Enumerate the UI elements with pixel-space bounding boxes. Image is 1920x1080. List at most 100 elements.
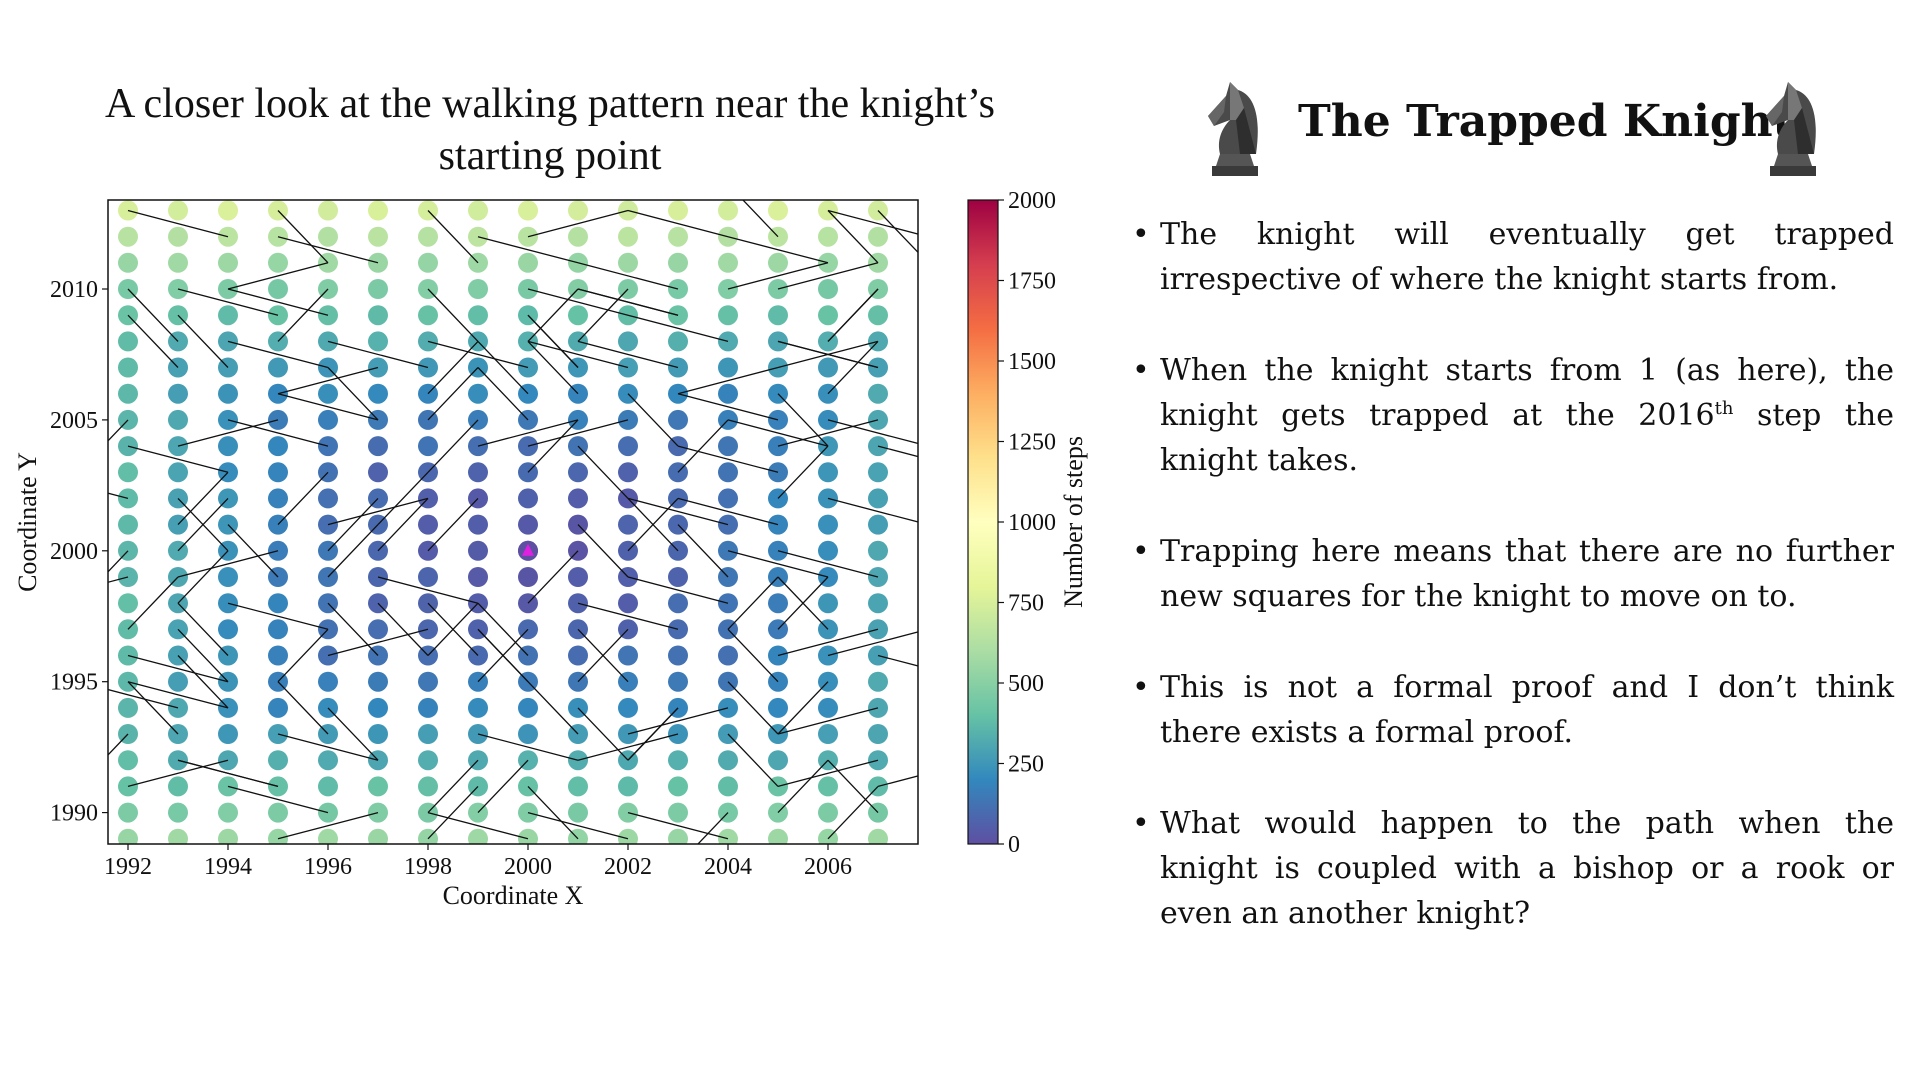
knight-path-segment bbox=[727, 681, 779, 735]
scatter-point bbox=[518, 200, 538, 221]
knight-path-segment bbox=[127, 445, 229, 473]
scatter-point bbox=[118, 828, 138, 844]
knight-path-segment bbox=[627, 314, 729, 343]
knight-path-segment bbox=[127, 209, 229, 238]
scatter-point bbox=[418, 828, 438, 844]
bullet-item: When the knight starts from 1 (as here),… bbox=[1132, 348, 1894, 483]
knight-path-segment bbox=[177, 419, 279, 447]
scatter-point bbox=[718, 750, 738, 771]
knight-path-segment bbox=[677, 445, 779, 473]
knight-path-segment bbox=[577, 733, 679, 761]
colorbar-tick-label: 2000 bbox=[1008, 188, 1056, 214]
knight-path-segment bbox=[177, 288, 279, 316]
chess-knight-icon bbox=[1758, 68, 1828, 180]
scatter-point bbox=[468, 383, 488, 404]
scatter-point bbox=[568, 226, 588, 247]
knight-path-segment bbox=[277, 628, 329, 683]
path-lines-layer bbox=[108, 200, 918, 844]
scatter-point bbox=[718, 828, 738, 844]
scatter-point bbox=[168, 200, 188, 221]
knight-path-segment bbox=[227, 419, 329, 447]
scatter-point bbox=[118, 357, 138, 378]
scatter-point bbox=[418, 724, 438, 744]
knight-path-segment bbox=[527, 209, 629, 238]
knight-path-segment bbox=[677, 497, 779, 526]
scatter-point bbox=[868, 226, 888, 247]
knight-path-segment bbox=[277, 210, 329, 264]
scatter-point bbox=[168, 226, 188, 247]
knight-path-segment bbox=[527, 419, 629, 447]
slide-title: The Trapped Knight bbox=[1298, 96, 1793, 147]
knight-path-segment bbox=[777, 262, 879, 290]
knight-path-segment bbox=[327, 367, 379, 421]
scatter-point bbox=[618, 252, 638, 273]
points-layer bbox=[118, 200, 888, 844]
knight-path-segment bbox=[677, 419, 729, 473]
knight-path-segment bbox=[227, 262, 329, 290]
scatter-point bbox=[118, 462, 138, 483]
knight-path-segment bbox=[877, 775, 918, 788]
knight-path-segment bbox=[877, 210, 918, 254]
knight-path-segment bbox=[627, 497, 679, 552]
scatter-point bbox=[668, 567, 688, 587]
knight-path-segment bbox=[827, 340, 879, 395]
scatter-point bbox=[268, 828, 288, 844]
scatter-point bbox=[268, 357, 288, 378]
knight-path-segment bbox=[727, 576, 779, 630]
knight-path-segment bbox=[727, 733, 779, 787]
scatter-point bbox=[818, 776, 838, 797]
knight-path-segment bbox=[777, 759, 879, 788]
scatter-point bbox=[368, 383, 388, 404]
knight-path-segment bbox=[327, 340, 429, 369]
knight-path-segment bbox=[827, 419, 918, 445]
knight-path-segment bbox=[227, 524, 279, 578]
scatter-point bbox=[868, 383, 888, 404]
scatter-point bbox=[568, 802, 588, 823]
scatter-point bbox=[468, 279, 488, 299]
scatter-point bbox=[118, 331, 138, 352]
scatter-point bbox=[168, 383, 188, 404]
y-axis-ticks: 1990 1995 2000 2005 2010 bbox=[50, 277, 108, 827]
knight-path-segment bbox=[727, 628, 779, 683]
x-tick-label: 2006 bbox=[804, 854, 852, 880]
knight-path-segment bbox=[227, 340, 329, 369]
y-tick-label: 1995 bbox=[50, 670, 98, 696]
scatter-point bbox=[368, 279, 388, 299]
scatter-point bbox=[418, 750, 438, 771]
scatter-point bbox=[518, 828, 538, 844]
scatter-point bbox=[168, 252, 188, 273]
knight-path-segment bbox=[227, 602, 329, 630]
knight-path-segment bbox=[727, 419, 829, 447]
scatter-point bbox=[118, 226, 138, 247]
scatter-point bbox=[218, 828, 238, 844]
scatter-point bbox=[218, 200, 238, 221]
knight-path-segment bbox=[577, 288, 679, 316]
bullet-superscript: th bbox=[1714, 398, 1734, 419]
scatter-point bbox=[568, 200, 588, 221]
scatter-point bbox=[368, 619, 388, 640]
knight-path-segment bbox=[527, 340, 579, 395]
scatter-point bbox=[468, 828, 488, 844]
scatter-point bbox=[718, 357, 738, 378]
bullet-item: What would happen to the path when the k… bbox=[1132, 801, 1894, 936]
knight-path-segment bbox=[527, 681, 579, 735]
knight-path-segment bbox=[527, 785, 579, 840]
scatter-point bbox=[718, 252, 738, 273]
knight-path-segment bbox=[527, 314, 579, 368]
scatter-point bbox=[468, 697, 488, 718]
scatter-point bbox=[818, 697, 838, 718]
scatter-point bbox=[168, 462, 188, 483]
knight-path-segment bbox=[277, 733, 379, 761]
colorbar-ticks: 0 250 500 750 1000 1250 1500 1750 2000 bbox=[998, 188, 1056, 858]
knight-path-segment bbox=[108, 576, 129, 583]
knight-path-segment bbox=[727, 262, 829, 290]
scatter-point bbox=[668, 200, 688, 221]
scatter-point bbox=[718, 462, 738, 483]
knight-path-segment bbox=[427, 419, 479, 473]
scatter-point bbox=[868, 724, 888, 744]
scatter-point bbox=[118, 567, 138, 587]
scatter-point bbox=[668, 802, 688, 823]
knight-path-segment bbox=[477, 733, 579, 761]
scatter-point bbox=[368, 724, 388, 744]
scatter-point bbox=[318, 226, 338, 247]
